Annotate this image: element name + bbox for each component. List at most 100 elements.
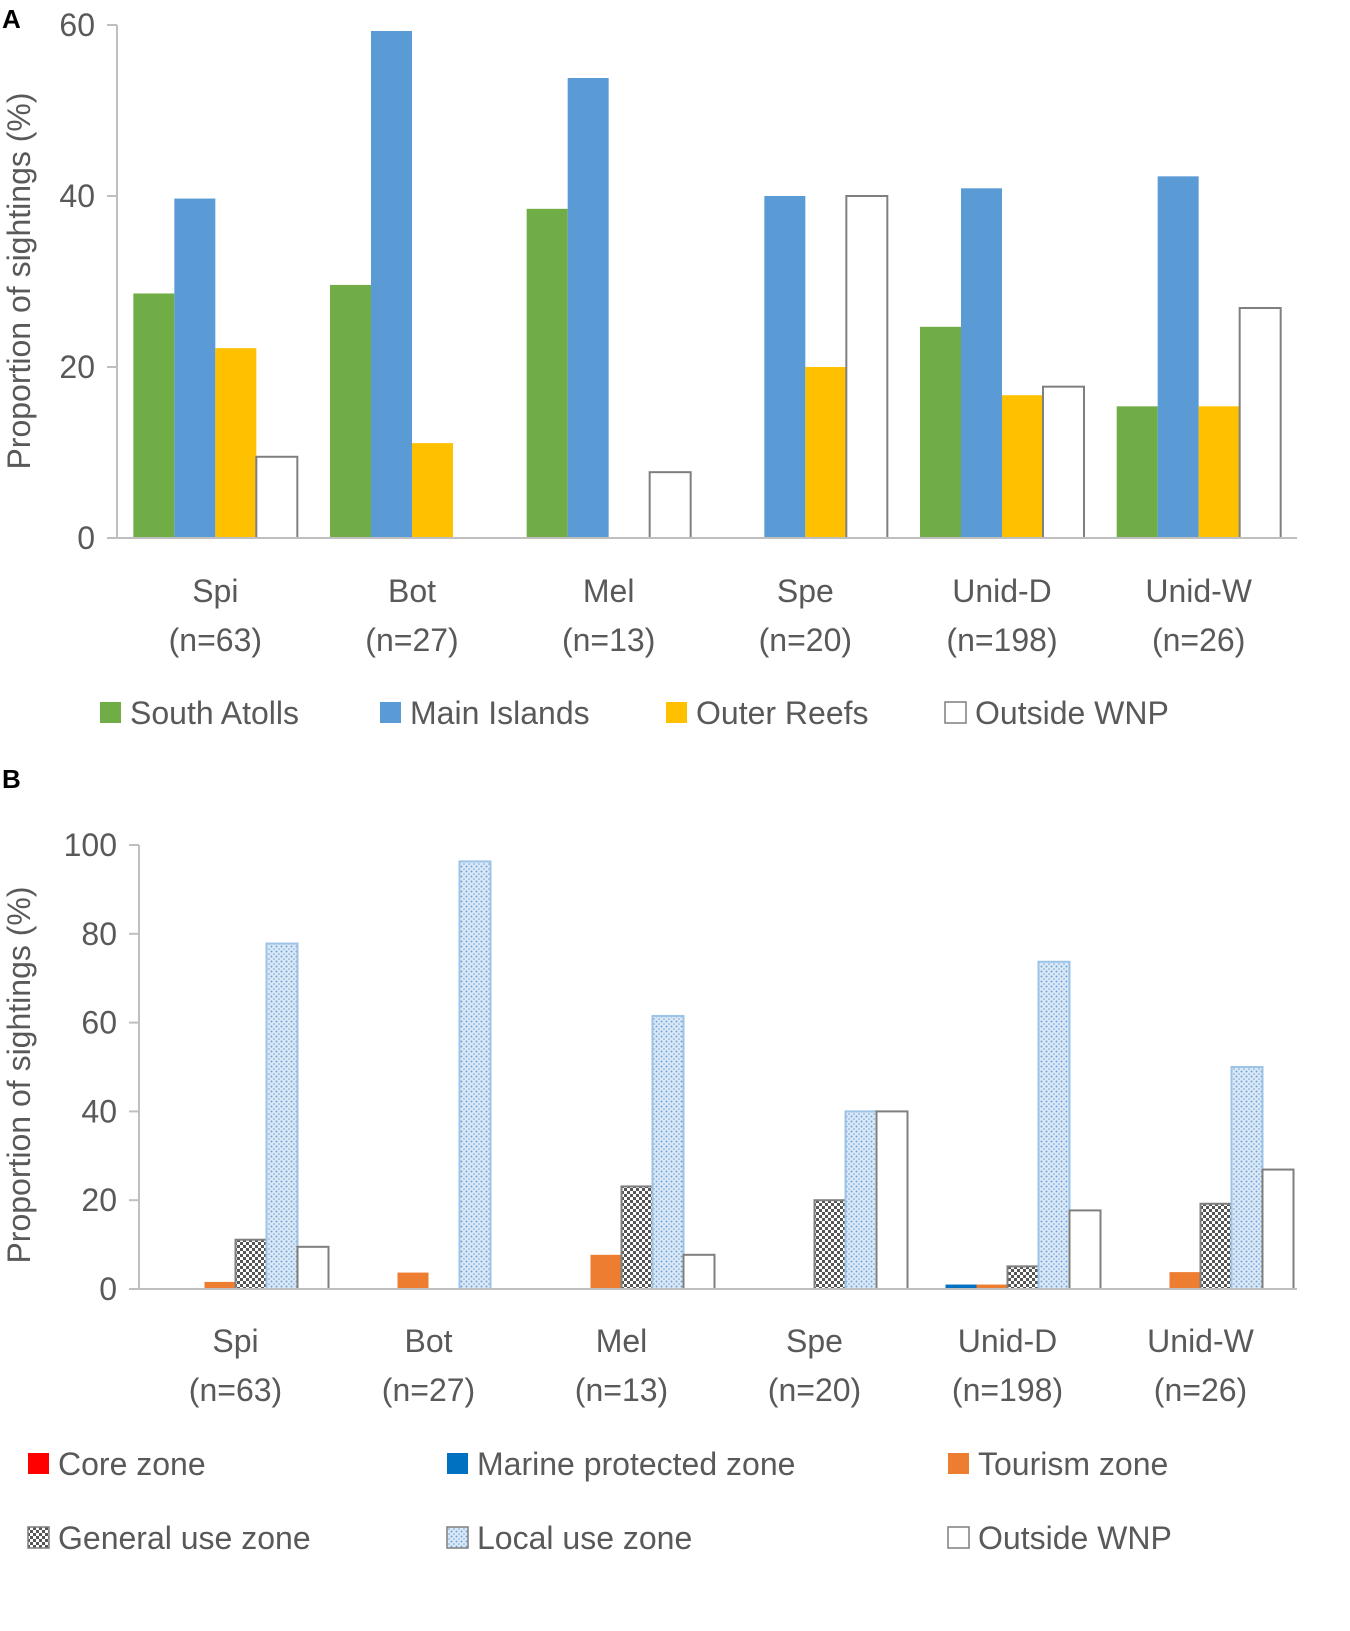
legend-label: Outside WNP [975, 695, 1169, 731]
bar-local-use-zone-unid-w [1230, 1066, 1264, 1290]
legend-item-marine-protected-zone: Marine protected zone [447, 1446, 795, 1482]
bar-main-islands-bot [371, 30, 412, 539]
legend-swatch [380, 702, 401, 723]
legend-label: Core zone [58, 1446, 206, 1482]
legend-label: Main Islands [410, 695, 590, 731]
bar-general-use-zone-spe [813, 1199, 847, 1290]
x-tick-label: Bot [404, 1323, 452, 1359]
x-tick-label: Unid-W [1145, 573, 1252, 609]
bar-local-use-zone-spe [844, 1110, 878, 1291]
legend-label: Tourism zone [978, 1446, 1168, 1482]
bar-outside-wnp-spe [845, 195, 889, 539]
bar-outer-reefs-spe [805, 367, 847, 538]
panel-label: B [2, 764, 21, 794]
x-tick-sample-size: (n=198) [946, 622, 1057, 658]
legend-swatch [948, 1453, 969, 1474]
bar-general-use-zone-unid-w [1199, 1202, 1233, 1290]
bar-general-use-zone-unid-d [1006, 1265, 1040, 1290]
bar-outside-wnp-spi [296, 1245, 330, 1290]
bar-tourism-zone-bot [397, 1272, 429, 1289]
legend-item-tourism-zone: Tourism zone [948, 1446, 1168, 1482]
x-tick-sample-size: (n=13) [562, 622, 655, 658]
legend-swatch [666, 702, 687, 723]
x-tick-sample-size: (n=13) [575, 1372, 668, 1408]
x-tick-label: Unid-D [952, 573, 1052, 609]
bar-outside-wnp-spi [255, 455, 299, 539]
x-tick-label: Spe [786, 1323, 843, 1359]
x-tick-label: Spe [777, 573, 834, 609]
legend-item-south-atolls: South Atolls [100, 695, 299, 731]
x-tick-sample-size: (n=27) [365, 622, 458, 658]
legend-swatch [947, 1526, 970, 1549]
legend-item-outside-wnp: Outside WNP [944, 695, 1169, 731]
bar-outside-wnp-unid-d [1068, 1209, 1102, 1290]
x-tick-sample-size: (n=63) [169, 622, 262, 658]
x-tick-label: Bot [388, 573, 436, 609]
legend-label: General use zone [58, 1520, 311, 1556]
bar-outer-reefs-unid-w [1198, 406, 1240, 538]
bar-tourism-zone-spi [204, 1281, 236, 1289]
legend-item-main-islands: Main Islands [380, 695, 590, 731]
legend-swatch [446, 1526, 469, 1549]
y-tick-label: 60 [59, 7, 95, 43]
legend-item-core-zone: Core zone [28, 1446, 206, 1482]
bar-outside-wnp-mel [682, 1253, 716, 1291]
x-tick-label: Spi [192, 573, 238, 609]
bar-general-use-zone-mel [620, 1185, 654, 1291]
bar-south-atolls-unid-d [920, 326, 961, 538]
legend-label: Outside WNP [978, 1520, 1172, 1556]
legend-swatch [27, 1526, 50, 1549]
bar-marine-protected-zone-unid-d [945, 1284, 977, 1289]
legend-swatch [944, 701, 967, 724]
y-tick-label: 40 [81, 1093, 117, 1129]
panel-a-chart: A 0 20 40 60 Proportion of sightings (%) Spi (n… [1, 4, 1297, 731]
y-tick-label: 60 [81, 1005, 117, 1041]
bar-tourism-zone-unid-w [1169, 1272, 1201, 1289]
bar-main-islands-spe [764, 196, 806, 538]
legend-label: Local use zone [477, 1520, 692, 1556]
bar-south-atolls-bot [330, 284, 371, 538]
x-tick-sample-size: (n=20) [768, 1372, 861, 1408]
bar-local-use-zone-unid-d [1037, 960, 1071, 1290]
legend-swatch [28, 1453, 49, 1474]
bar-main-islands-unid-d [961, 188, 1002, 538]
y-tick-label: 20 [81, 1182, 117, 1218]
bar-main-islands-unid-w [1157, 176, 1199, 538]
x-tick-sample-size: (n=26) [1154, 1372, 1247, 1408]
legend-label: South Atolls [130, 695, 299, 731]
y-tick-label: 40 [59, 178, 95, 214]
bar-outside-wnp-unid-w [1261, 1168, 1295, 1290]
bar-main-islands-spi [174, 198, 216, 538]
y-tick-label: 0 [77, 520, 95, 556]
y-tick-label: 20 [59, 349, 95, 385]
bar-local-use-zone-bot [458, 860, 492, 1290]
panel-label: A [2, 4, 21, 34]
legend-swatch [447, 1453, 468, 1474]
x-tick-label: Unid-W [1147, 1323, 1254, 1359]
legend-item-local-use-zone: Local use zone [446, 1520, 692, 1556]
panel-b-chart: B 0 20 40 60 80 100 Proportion of sightings (%)… [1, 764, 1297, 1556]
bar-outside-wnp-mel [648, 471, 692, 540]
x-tick-sample-size: (n=26) [1152, 622, 1245, 658]
y-tick-label: 100 [64, 827, 117, 863]
legend-swatch [100, 702, 121, 723]
x-tick-label: Spi [212, 1323, 258, 1359]
bar-south-atolls-mel [526, 208, 568, 538]
x-tick-label: Mel [596, 1323, 648, 1359]
bar-outside-wnp-spe [875, 1110, 909, 1291]
bar-tourism-zone-mel [590, 1254, 622, 1289]
bar-outer-reefs-spi [215, 348, 257, 538]
x-tick-sample-size: (n=63) [189, 1372, 282, 1408]
x-tick-label: Unid-D [958, 1323, 1058, 1359]
bar-south-atolls-unid-w [1116, 406, 1158, 538]
legend-item-outer-reefs: Outer Reefs [666, 695, 869, 731]
bar-general-use-zone-spi [234, 1238, 268, 1290]
bar-local-use-zone-spi [265, 942, 299, 1290]
x-tick-label: Mel [583, 573, 635, 609]
legend-item-general-use-zone: General use zone [27, 1520, 311, 1556]
bar-tourism-zone-unid-d [976, 1284, 1008, 1289]
y-axis-title: Proportion of sightings (%) [1, 886, 37, 1263]
x-tick-sample-size: (n=198) [952, 1372, 1063, 1408]
bar-outer-reefs-unid-d [1002, 395, 1043, 538]
